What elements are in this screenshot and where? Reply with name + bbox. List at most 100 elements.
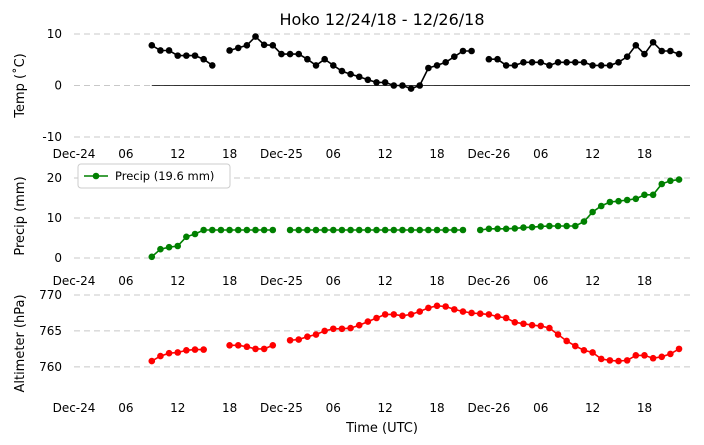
x-tick-label: Dec-24: [53, 401, 96, 415]
data-point: [632, 352, 640, 359]
data-point: [148, 42, 156, 49]
data-point: [321, 327, 328, 335]
data-point: [330, 62, 337, 69]
data-point: [537, 59, 545, 66]
data-point: [520, 59, 527, 66]
data-point: [252, 226, 259, 234]
x-tick-label: 12: [585, 401, 600, 415]
x-tick-label: 18: [637, 274, 652, 288]
data-point: [407, 226, 415, 234]
x-tick-label: 18: [429, 147, 444, 161]
data-point: [390, 82, 398, 89]
data-point: [554, 222, 562, 230]
data-point: [312, 331, 320, 338]
x-tick-label: Dec-25: [260, 147, 303, 161]
panel-2: 0 10 20 Dec-24 06 12 18 Dec-25 06 12 18 Dec-26 06 12 1…: [13, 163, 692, 288]
data-point: [606, 357, 614, 364]
x-tick-label: 12: [378, 401, 393, 415]
x-tick-label: 06: [533, 147, 548, 161]
chart-panels: -10 0 10 Dec-24 06 12 18 Dec-25 06 12 18 Dec-26 06 12…: [12, 27, 692, 415]
data-point: [183, 233, 190, 241]
data-point: [148, 253, 156, 261]
panel-1: -10 0 10 Dec-24 06 12 18 Dec-25 06 12 18 Dec-26 06 12…: [12, 27, 692, 161]
data-point: [476, 226, 484, 234]
data-point: [390, 226, 398, 234]
data-point: [528, 223, 536, 231]
panel-3: 760 765 770 Dec-24 06 12 18 Dec-25 06 12 18 Dec-26 0…: [13, 288, 692, 415]
data-point: [641, 50, 648, 58]
x-tick-label: 18: [222, 401, 237, 415]
y-tick-label: 10: [47, 211, 62, 225]
data-point: [355, 226, 363, 234]
data-point: [494, 313, 501, 320]
x-tick-label: Dec-26: [467, 274, 510, 288]
data-point: [485, 225, 493, 233]
x-tick-label: 06: [118, 401, 133, 415]
data-point: [468, 47, 475, 55]
data-point: [667, 350, 674, 358]
data-point: [226, 341, 233, 349]
data-point: [433, 226, 441, 234]
data-point: [295, 50, 303, 58]
data-point: [174, 349, 182, 356]
data-point: [649, 191, 657, 199]
data-point: [615, 197, 622, 205]
data-point: [606, 62, 614, 69]
data-point: [252, 33, 259, 40]
data-point: [658, 180, 666, 188]
data-point: [191, 346, 199, 353]
data-point: [572, 342, 579, 350]
data-point: [563, 337, 570, 345]
data-point: [485, 311, 493, 318]
data-point: [234, 226, 242, 234]
x-tick-label: Dec-26: [467, 401, 510, 415]
data-point: [399, 226, 406, 234]
data-point: [451, 53, 458, 60]
data-point: [183, 347, 190, 354]
data-point: [623, 53, 631, 60]
x-tick-label: 06: [533, 401, 548, 415]
data-point: [572, 59, 579, 66]
data-point: [667, 47, 674, 55]
data-point: [226, 47, 233, 54]
data-point: [165, 47, 173, 54]
data-point: [347, 70, 354, 78]
data-point: [330, 226, 337, 234]
data-point: [528, 59, 536, 66]
data-point: [641, 352, 648, 359]
data-point: [174, 52, 182, 59]
legend: Precip (19.6 mm): [77, 163, 231, 189]
data-point: [321, 55, 328, 63]
legend-label: Precip (19.6 mm): [115, 169, 214, 183]
data-point: [260, 345, 268, 353]
data-point: [373, 314, 380, 322]
legend-box: [77, 163, 231, 189]
data-point: [511, 62, 519, 69]
data-point: [416, 226, 424, 234]
y-tick-label: 0: [54, 79, 62, 93]
data-point: [537, 223, 545, 230]
x-tick-label: 06: [326, 274, 341, 288]
data-point: [667, 177, 674, 185]
data-point: [580, 218, 588, 225]
data-point: [295, 226, 303, 234]
x-tick-label: 06: [533, 274, 548, 288]
data-point: [502, 314, 510, 322]
y-tick-label: 20: [47, 171, 62, 185]
data-point: [286, 50, 294, 58]
data-point: [442, 59, 449, 66]
data-point: [451, 306, 458, 313]
data-point: [528, 321, 536, 329]
data-point: [381, 79, 389, 86]
x-tick-label: 06: [326, 147, 341, 161]
x-tick-label: 18: [429, 274, 444, 288]
x-tick-label: 12: [170, 147, 185, 161]
data-point: [407, 85, 415, 92]
x-tick-label: 18: [222, 274, 237, 288]
data-point: [269, 341, 277, 349]
data-point: [269, 226, 277, 234]
data-point: [304, 55, 311, 63]
series-line: [480, 178, 680, 231]
data-point: [381, 226, 389, 234]
y-tick-label: 760: [39, 360, 62, 374]
